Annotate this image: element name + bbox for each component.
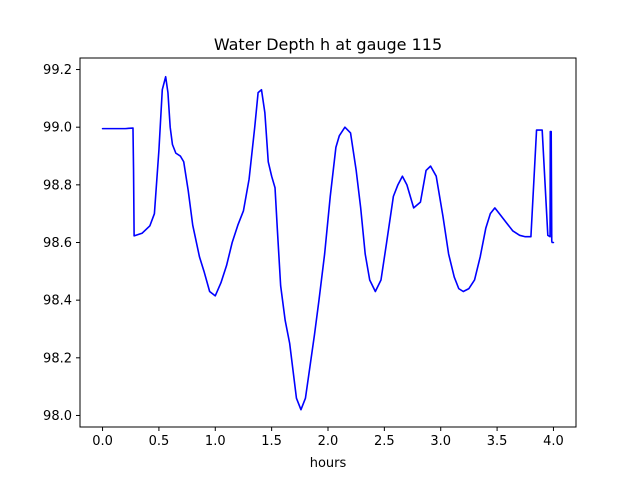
x-tick-label: 4.0 <box>543 434 564 449</box>
chart-title: Water Depth h at gauge 115 <box>214 35 442 54</box>
x-axis-label: hours <box>310 456 347 471</box>
x-tick-label: 1.0 <box>205 434 226 449</box>
x-tick-label: 3.0 <box>430 434 451 449</box>
y-tick-label: 98.8 <box>43 178 72 193</box>
series-line-0 <box>101 75 555 411</box>
plot-frame <box>79 57 577 428</box>
x-tick-label: 1.5 <box>261 434 282 449</box>
plot-area <box>79 57 577 428</box>
y-tick-label: 98.0 <box>43 409 72 424</box>
x-tick-label: 2.0 <box>318 434 339 449</box>
y-axis: 98.0 98.2 98.4 98.6 98.8 99.0 99.2 <box>43 63 80 424</box>
x-tick-label: 0.5 <box>149 434 170 449</box>
x-axis: 0.0 0.5 1.0 1.5 2.0 2.5 3.0 3.5 4.0 <box>92 427 564 449</box>
x-tick-label: 3.5 <box>487 434 508 449</box>
y-tick-label: 99.2 <box>43 63 72 78</box>
x-tick-label: 0.0 <box>92 434 113 449</box>
y-tick-label: 99.0 <box>43 121 72 136</box>
y-tick-label: 98.2 <box>43 351 72 366</box>
x-tick-label: 2.5 <box>374 434 395 449</box>
y-tick-label: 98.6 <box>43 236 72 251</box>
y-tick-label: 98.4 <box>43 294 72 309</box>
